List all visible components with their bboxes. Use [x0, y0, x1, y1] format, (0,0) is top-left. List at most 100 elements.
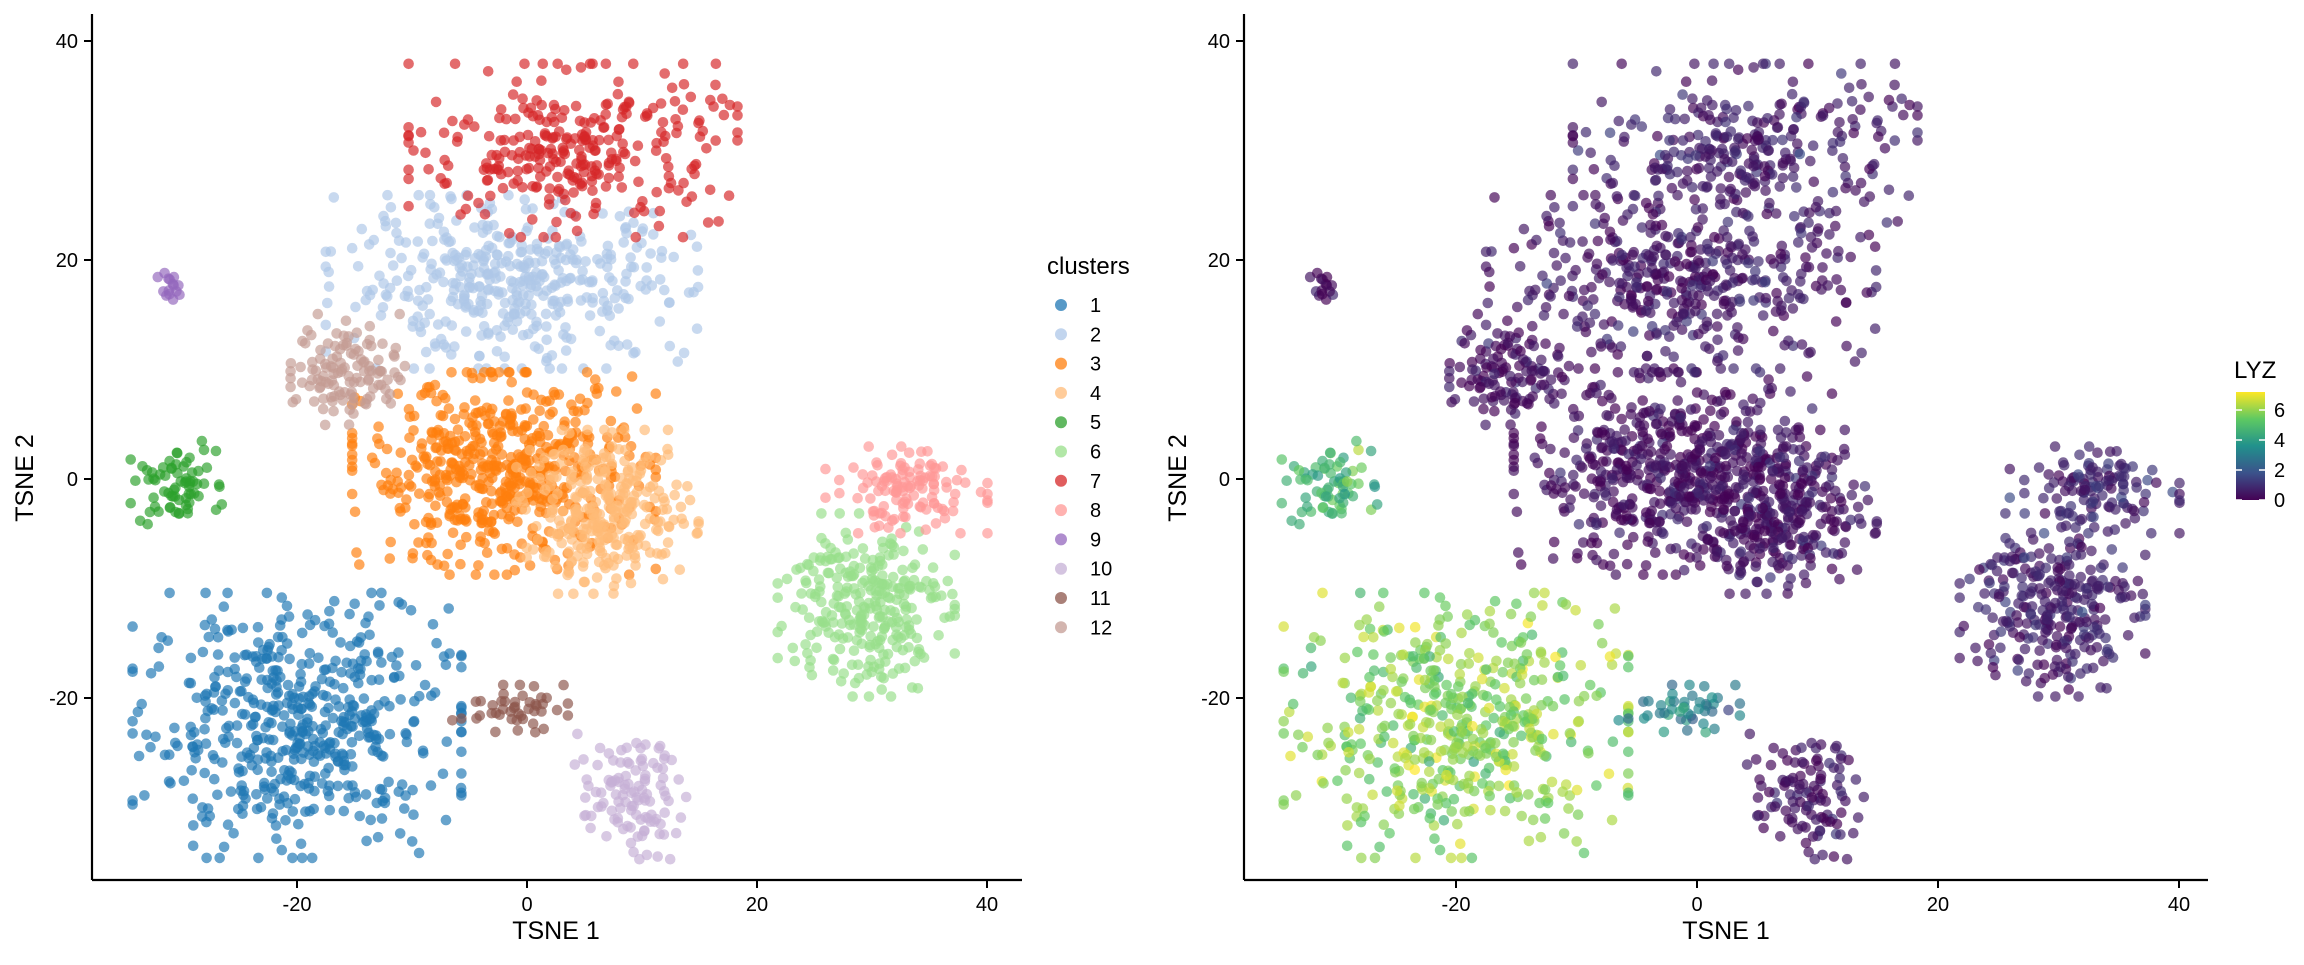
scatter-point: [834, 552, 845, 563]
scatter-point: [2026, 528, 2037, 539]
scatter-point: [1736, 567, 1747, 578]
scatter-point: [2100, 614, 2111, 625]
scatter-point: [421, 347, 432, 358]
scatter-point: [1712, 335, 1723, 346]
scatter-point: [982, 495, 993, 506]
scatter-point: [1352, 647, 1363, 658]
scatter-point: [1364, 754, 1375, 765]
scatter-point: [501, 256, 512, 267]
scatter-point: [492, 325, 503, 336]
scatter-point: [1428, 665, 1439, 676]
scatter-point: [1478, 728, 1489, 739]
scatter-point: [571, 258, 582, 269]
scatter-point: [1467, 689, 1478, 700]
scatter-point: [389, 672, 400, 683]
scatter-point: [1601, 490, 1612, 501]
scatter-point: [864, 691, 875, 702]
scatter-point: [540, 128, 551, 139]
scatter-point: [577, 181, 588, 192]
scatter-point: [1463, 698, 1474, 709]
scatter-point: [1440, 698, 1451, 709]
scatter-point: [1545, 291, 1556, 302]
scatter-point: [1845, 252, 1856, 263]
scatter-point: [407, 321, 418, 332]
scatter-point: [313, 749, 324, 760]
scatter-point: [510, 114, 521, 125]
scatter-point: [713, 216, 724, 227]
scatter-point: [1433, 620, 1444, 631]
scatter-point: [1776, 305, 1787, 316]
scatter-point: [416, 127, 427, 138]
scatter-point: [1589, 492, 1600, 503]
scatter-point: [2138, 589, 2149, 600]
scatter-point: [400, 502, 411, 513]
scatter-point: [667, 83, 678, 94]
scatter-point: [523, 290, 534, 301]
scatter-point: [1840, 425, 1851, 436]
scatter-point: [1705, 473, 1716, 484]
scatter-point: [596, 801, 607, 812]
scatter-point: [1651, 460, 1662, 471]
scatter-point: [556, 458, 567, 469]
scatter-point: [557, 425, 568, 436]
scatter-point: [1616, 515, 1627, 526]
scatter-point: [388, 260, 399, 271]
scatter-point: [302, 325, 313, 336]
scatter-point: [658, 137, 669, 148]
scatter-point: [588, 209, 599, 220]
scatter-point: [283, 680, 294, 691]
scatter-point: [1860, 481, 1871, 492]
scatter-point: [577, 274, 588, 285]
scatter-point: [1352, 802, 1363, 813]
scatter-point: [915, 458, 926, 469]
scatter-point: [909, 490, 920, 501]
scatter-point: [2095, 603, 2106, 614]
legend-label: 1: [1090, 295, 1101, 317]
scatter-point: [1477, 778, 1488, 789]
scatter-point: [493, 286, 504, 297]
scatter-point: [1354, 768, 1365, 779]
scatter-point: [2055, 662, 2066, 673]
scatter-point: [565, 273, 576, 284]
scatter-point: [601, 59, 612, 70]
scatter-point: [630, 156, 641, 167]
scatter-point: [270, 665, 281, 676]
scatter-point: [1398, 649, 1409, 660]
scatter-point: [2094, 628, 2105, 639]
scatter-point: [1711, 485, 1722, 496]
scatter-point: [204, 632, 215, 643]
scatter-point: [551, 217, 562, 228]
scatter-point: [591, 198, 602, 209]
scatter-point: [508, 178, 519, 189]
scatter-point: [1701, 521, 1712, 532]
scatter-point: [655, 274, 666, 285]
scatter-point: [323, 703, 334, 714]
scatter-point: [386, 202, 397, 213]
scatter-point: [1839, 444, 1850, 455]
scatter-point: [1743, 258, 1754, 269]
scatter-point: [1570, 605, 1581, 616]
scatter-point: [382, 444, 393, 455]
scatter-point: [1546, 190, 1557, 201]
scatter-point: [594, 135, 605, 146]
scatter-point: [1794, 456, 1805, 467]
scatter-point: [1340, 653, 1351, 664]
scatter-point: [571, 211, 582, 222]
scatter-point: [675, 564, 686, 575]
scatter-point: [519, 194, 530, 205]
scatter-point: [2032, 660, 2043, 671]
scatter-point: [865, 640, 876, 651]
scatter-point: [595, 517, 606, 528]
scatter-point: [1827, 564, 1838, 575]
scatter-point: [1650, 547, 1661, 558]
scatter-point: [637, 196, 648, 207]
scatter-point: [663, 796, 674, 807]
scatter-point: [2063, 684, 2074, 695]
scatter-point: [854, 673, 865, 684]
legend-swatch: [1055, 416, 1067, 428]
scatter-point: [403, 131, 414, 142]
scatter-point: [1306, 643, 1317, 654]
scatter-point: [1668, 352, 1679, 363]
scatter-point: [347, 737, 358, 748]
